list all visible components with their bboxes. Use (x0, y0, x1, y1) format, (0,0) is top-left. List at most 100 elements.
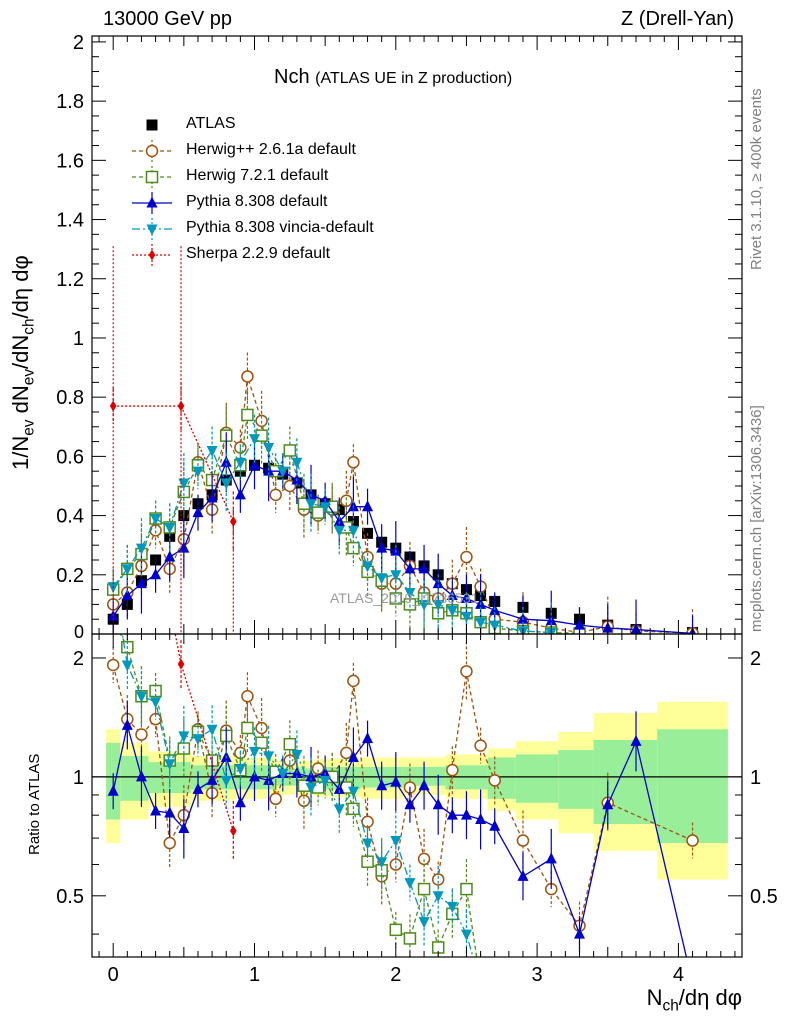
point-herwig7 (475, 978, 486, 989)
series-line-pythia (112, 460, 693, 634)
point-herwigpp (163, 836, 176, 850)
point-pythia (446, 808, 458, 820)
x-tick-label: 2 (390, 964, 401, 986)
y-tick-label: 1 (73, 328, 84, 350)
ratio-y-tick-label: 0.5 (56, 886, 84, 908)
point-herwigpp (269, 488, 282, 502)
point-vincia (319, 502, 331, 514)
series-vincia-ratio (121, 634, 482, 957)
point-pythia (150, 568, 162, 580)
point-vincia (192, 734, 204, 746)
point-herwig7 (255, 736, 268, 750)
point-vincia (446, 605, 458, 617)
point-vincia (305, 499, 317, 511)
point-herwigpp (516, 834, 530, 847)
point-vincia (234, 457, 246, 469)
point-sherpa (230, 825, 237, 837)
point-pythia (234, 796, 246, 808)
point-herwigpp (347, 456, 360, 469)
stat-uncertainty-band (593, 739, 658, 824)
point-vincia (347, 786, 359, 798)
legend-marker-atlas (146, 119, 158, 131)
point-pythia (362, 732, 374, 744)
point-vincia (150, 697, 162, 709)
series-line-herwigpp (112, 664, 693, 928)
point-herwigpp (106, 658, 120, 672)
point-pythia (249, 458, 260, 470)
point-herwigpp (340, 746, 353, 760)
y-axis-label-ratio: Ratio to ATLAS (26, 753, 43, 855)
y-tick-label: 0.4 (56, 506, 84, 528)
point-pythia (489, 819, 501, 831)
series-line-pythia (112, 725, 688, 957)
point-vincia (475, 617, 487, 629)
point-herwigpp (389, 858, 403, 871)
stat-uncertainty-band (558, 749, 594, 809)
point-vincia (249, 434, 260, 446)
ratio-y-tick-label-right: 1 (750, 767, 761, 789)
point-pythia (362, 500, 374, 512)
point-herwig7 (283, 444, 297, 457)
point-vincia (305, 783, 317, 795)
point-pythia (263, 773, 275, 785)
series-vincia (107, 414, 557, 634)
point-pythia (517, 869, 529, 881)
legend-marker-herwig7 (145, 170, 159, 184)
legend-symbol-pythia (132, 192, 172, 214)
legend-symbol-herwig7 (132, 166, 172, 188)
stat-uncertainty-band (515, 754, 559, 803)
point-vincia (234, 764, 246, 776)
point-herwigpp (686, 834, 699, 847)
series-herwigpp-ratio (106, 641, 699, 950)
point-herwig7 (417, 882, 431, 896)
point-herwig7 (403, 932, 417, 945)
point-pythia (545, 852, 557, 864)
point-vincia (164, 522, 176, 534)
point-vincia (135, 543, 147, 555)
point-sherpa (177, 658, 185, 670)
point-vincia (489, 620, 501, 632)
point-pythia (206, 773, 218, 785)
point-herwig7 (311, 506, 325, 519)
point-pythia (164, 550, 176, 562)
point-pythia (135, 577, 147, 589)
point-vincia (446, 901, 458, 913)
point-vincia (206, 445, 218, 457)
point-herwigpp (269, 792, 282, 806)
point-pythia (121, 718, 133, 730)
plot-title-sub: (ATLAS UE in Z production) (315, 70, 513, 87)
y-tick-label: 0.6 (56, 446, 84, 468)
point-herwigpp (474, 739, 487, 752)
x-tick-label: 4 (673, 964, 684, 986)
point-vincia (460, 611, 472, 623)
point-herwig7 (389, 592, 403, 605)
point-vincia (376, 573, 388, 585)
analysis-watermark: ATLAS_2019_I1736531 (330, 590, 479, 606)
point-vincia (291, 457, 303, 469)
point-vincia (150, 514, 162, 526)
point-herwigpp (460, 665, 473, 678)
series-sherpa-ratio (174, 634, 237, 861)
ratio-y-tick-label-right: 0.5 (750, 886, 778, 908)
stat-uncertainty-band (657, 729, 728, 844)
x-tick-label: 0 (108, 964, 119, 986)
ratio-y-tick-label-right: 2 (750, 648, 761, 670)
ratio-plot-frame (91, 633, 743, 958)
point-pythia (150, 804, 162, 816)
point-vincia (362, 561, 374, 573)
point-pythia (574, 927, 585, 939)
y-tick-label: 0.8 (56, 387, 84, 409)
point-pythia (418, 779, 430, 791)
y-tick-label: 1.2 (56, 269, 84, 291)
point-vincia (178, 731, 190, 743)
point-pythia (206, 491, 218, 503)
header-right: Z (Drell-Yan) (621, 8, 734, 30)
y-tick-label: 1.8 (56, 91, 84, 113)
point-herwigpp (446, 763, 459, 777)
point-pythia (432, 577, 444, 589)
point-sherpa (109, 400, 117, 412)
series-atlas (107, 459, 699, 634)
point-herwigpp (135, 728, 148, 741)
point-pythia (164, 806, 176, 818)
